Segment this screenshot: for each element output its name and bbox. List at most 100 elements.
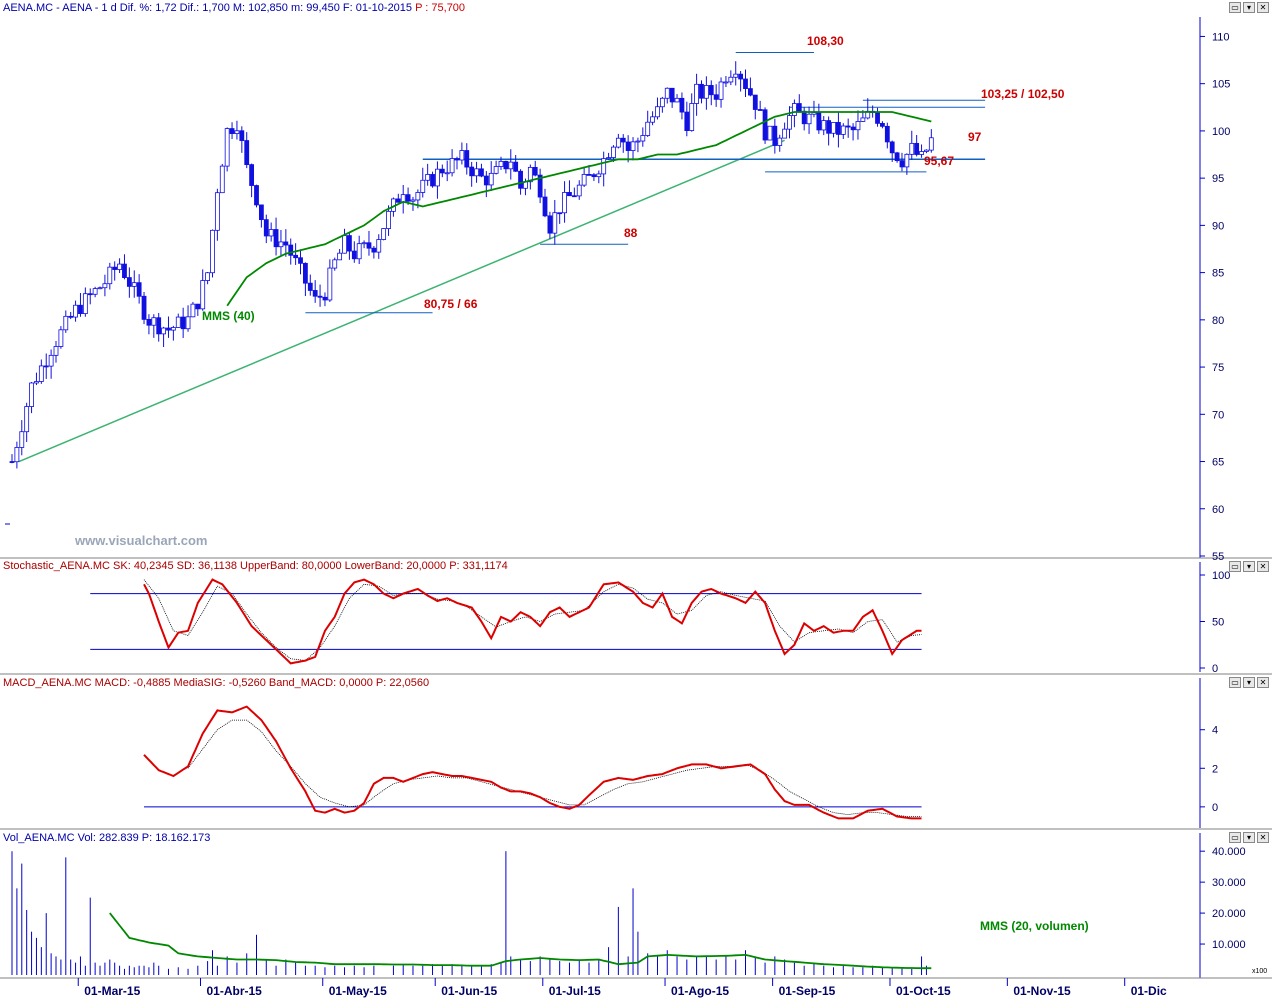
stoch-close-button[interactable]: ✕ xyxy=(1257,561,1269,572)
macd-tick-label: 4 xyxy=(1212,725,1218,737)
candle-body xyxy=(205,272,211,281)
candle-body xyxy=(904,153,910,168)
candle-body xyxy=(860,117,866,122)
macd-restore-button[interactable]: ▾ xyxy=(1243,677,1255,688)
candle-body xyxy=(332,259,338,269)
stoch-restore-button[interactable]: ▾ xyxy=(1243,561,1255,572)
candle-body xyxy=(185,316,191,330)
stoch-tick-label: 0 xyxy=(1212,663,1218,675)
candle-body xyxy=(156,317,162,335)
candle-body xyxy=(718,81,724,100)
candle-body xyxy=(170,327,176,331)
candle-body xyxy=(474,168,479,177)
candle-body xyxy=(518,170,523,189)
candle-body xyxy=(850,126,856,131)
annotation-low-80-75: 80,75 / 66 xyxy=(424,297,478,311)
candle-body xyxy=(914,142,920,155)
candle-body xyxy=(625,141,631,151)
vol-minimize-button[interactable]: ▭ xyxy=(1229,832,1241,843)
candle-body xyxy=(141,295,147,320)
price-tick-label: 100 xyxy=(1212,126,1230,138)
candle-body xyxy=(376,239,382,253)
sma-40-line xyxy=(226,111,932,307)
x-tick-label: 01-May-15 xyxy=(329,984,387,998)
x-tick-label: 01-Sep-15 xyxy=(779,984,836,998)
x-tick-label: 01-Oct-15 xyxy=(896,984,951,998)
macd-close-button[interactable]: ✕ xyxy=(1257,677,1269,688)
candle-body xyxy=(34,381,39,384)
candle-body xyxy=(347,235,352,252)
candle-body xyxy=(258,204,264,221)
candle-body xyxy=(796,103,802,112)
candle-body xyxy=(640,135,646,142)
candle-body xyxy=(131,282,137,287)
candle-body xyxy=(395,198,401,203)
candle-body xyxy=(571,195,577,198)
stochastic-panel[interactable] xyxy=(90,578,922,665)
vol-restore-button[interactable]: ▾ xyxy=(1243,832,1255,843)
volume-sma-line xyxy=(109,912,932,970)
candle-body xyxy=(928,137,934,151)
candle-body xyxy=(322,296,328,301)
candle-body xyxy=(307,282,313,291)
candle-body xyxy=(327,267,333,301)
price-minimize-button[interactable]: ▭ xyxy=(1229,2,1241,13)
candle-body xyxy=(552,212,558,234)
candle-body xyxy=(557,212,563,215)
volume-panel[interactable] xyxy=(11,851,932,975)
candle-body xyxy=(102,283,108,289)
candle-body xyxy=(283,241,289,246)
watermark: www.visualchart.com xyxy=(74,533,207,548)
candle-body xyxy=(263,219,269,237)
vol-close-button[interactable]: ✕ xyxy=(1257,832,1269,843)
candle-body xyxy=(298,257,303,264)
candle-body xyxy=(532,166,538,176)
candle-body xyxy=(439,168,445,174)
candle-body xyxy=(679,97,685,113)
price-tick-label: 110 xyxy=(1212,31,1230,43)
candle-body xyxy=(601,158,607,175)
candle-body xyxy=(884,125,890,143)
candle-body xyxy=(342,235,347,254)
candle-body xyxy=(97,287,103,290)
macd-minimize-button[interactable]: ▭ xyxy=(1229,677,1241,688)
candle-body xyxy=(620,137,626,143)
annotation-high: 108,30 xyxy=(807,34,844,48)
price-tick-label: 70 xyxy=(1212,409,1224,421)
price-panel[interactable] xyxy=(9,52,986,469)
candle-body xyxy=(537,174,543,198)
price-tick-label: 105 xyxy=(1212,79,1230,91)
candle-body xyxy=(288,244,294,256)
candle-body xyxy=(200,280,206,310)
candle-body xyxy=(547,215,553,234)
candle-body xyxy=(645,121,651,136)
price-restore-button[interactable]: ▾ xyxy=(1243,2,1255,13)
candle-body xyxy=(821,120,827,131)
stoch-minimize-button[interactable]: ▭ xyxy=(1229,561,1241,572)
candle-body xyxy=(190,303,196,318)
price-tick-label: 95 xyxy=(1212,173,1224,185)
macd-panel[interactable] xyxy=(143,705,922,820)
candle-body xyxy=(420,179,426,193)
candle-body xyxy=(405,194,411,202)
candle-body xyxy=(576,184,582,197)
candle-body xyxy=(175,316,181,328)
candle-body xyxy=(444,172,450,175)
candle-body xyxy=(38,365,44,382)
candle-body xyxy=(591,174,597,178)
candle-body xyxy=(386,210,391,229)
candle-body xyxy=(689,103,695,131)
candle-body xyxy=(894,152,900,162)
candle-body xyxy=(351,250,357,260)
volume-tick-label: 30.000 xyxy=(1212,877,1246,889)
candle-body xyxy=(875,112,880,124)
candle-body xyxy=(73,304,78,318)
price-close-button[interactable]: ✕ xyxy=(1257,2,1269,13)
candle-body xyxy=(19,431,25,448)
candle-body xyxy=(562,192,567,214)
candle-body xyxy=(581,173,587,186)
candle-body xyxy=(53,346,59,356)
candle-body xyxy=(713,94,719,100)
candle-body xyxy=(483,175,489,186)
